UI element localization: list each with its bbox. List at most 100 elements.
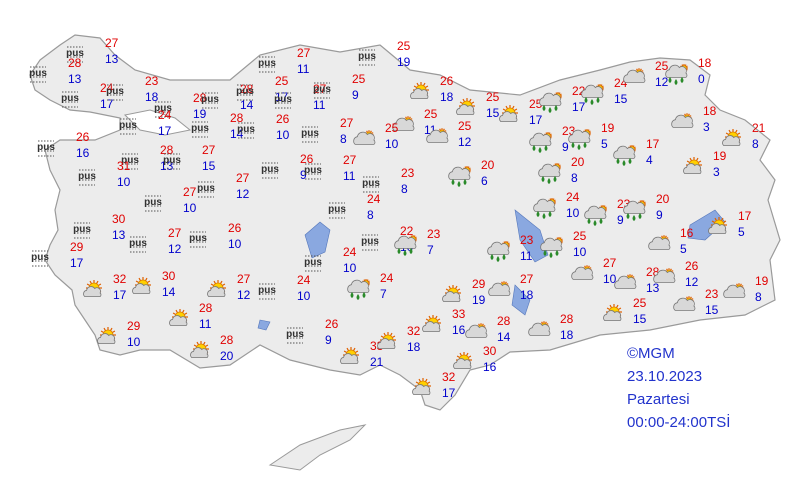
min-temp: 18 (407, 340, 421, 354)
sun-ray (454, 285, 458, 289)
cloud (412, 384, 431, 395)
cloud (442, 291, 461, 302)
sun-ray (462, 98, 466, 102)
sun-ray (468, 98, 472, 102)
min-temp: 15 (202, 159, 216, 173)
cloud (487, 241, 510, 255)
min-temp: 21 (370, 355, 384, 369)
rain-drop (622, 160, 626, 166)
rain-drop (590, 99, 594, 105)
max-temp: 27 (340, 116, 354, 130)
rain-drop (403, 250, 407, 256)
sun-ray (434, 315, 438, 319)
max-temp: 24 (566, 190, 580, 204)
city: 209 (623, 192, 670, 222)
max-temp: 29 (70, 240, 84, 254)
city: 165 (648, 226, 694, 256)
rain-drop (555, 250, 559, 256)
cloud (207, 286, 226, 297)
cloud (448, 166, 471, 180)
fog-label: pus (197, 183, 215, 194)
city: 175 (708, 209, 752, 239)
sun-ray (380, 335, 384, 339)
cloud (83, 286, 102, 297)
max-temp: 22 (400, 224, 414, 238)
min-temp: 8 (752, 137, 759, 151)
cloud (673, 297, 696, 311)
sun-ray (711, 220, 715, 224)
source: ©MGM (627, 345, 675, 362)
cloud (456, 104, 475, 115)
max-temp: 25 (486, 90, 500, 104)
sun-ray (728, 129, 732, 133)
sun-ray (425, 85, 429, 89)
rain-drop (538, 147, 542, 153)
max-temp: 19 (601, 121, 615, 135)
max-temp: 27 (343, 153, 357, 167)
sun-ray (213, 280, 217, 284)
cloud (539, 92, 562, 106)
min-temp: 18 (145, 90, 159, 104)
rain-drop (626, 213, 630, 219)
max-temp: 27 (520, 272, 534, 286)
cloud (623, 69, 646, 83)
rain-drop (502, 254, 506, 260)
rain-drop (463, 179, 467, 185)
sun-ray (100, 330, 104, 334)
max-temp: 20 (481, 158, 495, 172)
rain-drop (554, 105, 558, 111)
city: pus 27 15 (163, 143, 216, 173)
max-temp: 26 (440, 74, 454, 88)
sun-ray (352, 347, 356, 351)
min-temp: 15 (705, 303, 719, 317)
max-temp: 18 (703, 104, 717, 118)
max-temp: 25 (275, 74, 289, 88)
sun-ray (689, 157, 693, 161)
rain-drop (532, 145, 536, 151)
min-temp: 5 (738, 225, 745, 239)
cloud (614, 275, 637, 289)
fog-label: pus (119, 120, 137, 131)
cloud (410, 88, 429, 99)
sun-ray (205, 344, 209, 348)
min-temp: 12 (685, 275, 699, 289)
max-temp: 28 (199, 301, 213, 315)
min-temp: 16 (76, 146, 90, 160)
max-temp: 24 (367, 192, 381, 206)
max-temp: 27 (183, 185, 197, 199)
rain-drop (577, 144, 581, 150)
max-temp: 27 (105, 36, 119, 50)
max-temp: 27 (603, 256, 617, 270)
max-temp: 23 (520, 233, 534, 247)
sun-ray (103, 327, 107, 331)
sun-ray (202, 341, 206, 345)
sun-ray (723, 220, 727, 224)
rain-drop (596, 97, 600, 103)
min-temp: 19 (397, 55, 411, 69)
cloud (568, 129, 591, 143)
fog-label: pus (189, 233, 207, 244)
sun-ray (695, 157, 699, 161)
min-temp: 10 (183, 201, 197, 215)
min-temp: 12 (236, 187, 250, 201)
rain-drop (542, 213, 546, 219)
city: pus 27 11 (304, 153, 357, 183)
fog-label: pus (163, 155, 181, 166)
rain-drop (542, 105, 546, 111)
date: 23.10.2023 (627, 368, 702, 385)
period: 00:00-24:00TSİ (627, 413, 730, 431)
max-temp: 26 (685, 259, 699, 273)
min-temp: 6 (481, 174, 488, 188)
rain-drop (496, 256, 500, 262)
sun-ray (428, 315, 432, 319)
min-temp: 11 (199, 317, 212, 331)
min-temp: 10 (573, 245, 587, 259)
min-temp: 13 (105, 52, 119, 66)
sun-ray (193, 344, 197, 348)
